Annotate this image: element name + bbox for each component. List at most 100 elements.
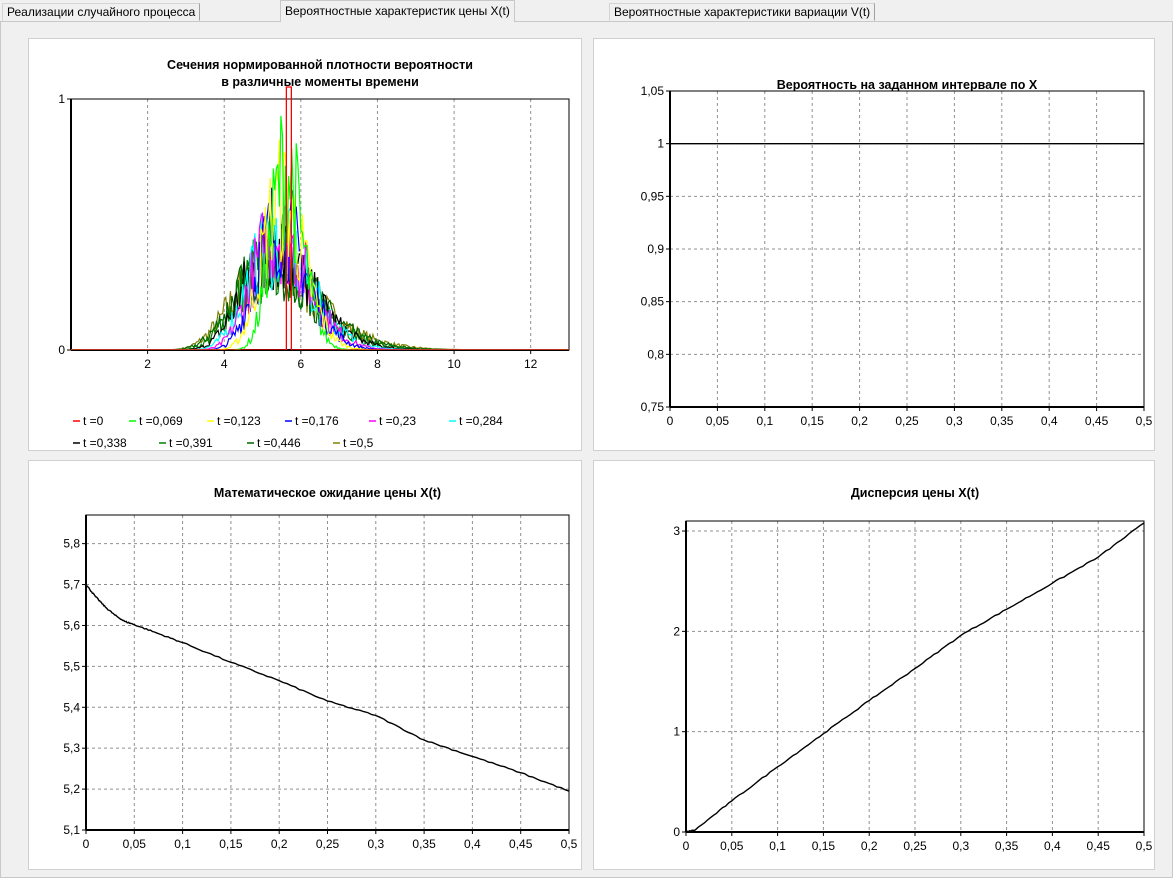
chart-title: в различные моменты времени [221,75,419,89]
x-tick-label: 0,15 [812,839,836,853]
chart-3-axes: 0 0,05 0,1 0,15 0,2 0,25 0,3 0,35 0,4 0,45 0,5 0 1 2 3 [673,520,1153,853]
x-tick-label: 10 [447,357,461,371]
x-tick-label: 0,4 [1041,414,1058,428]
legend-label: t =0,338 [83,436,127,450]
chart-0-axes: 2 4 6 8 10 12 0 1 [58,92,570,371]
density-sections-chart-panel: 2 4 6 8 10 12 0 1 Сечения нормированной плотност… [28,38,582,451]
legend-label: t =0,391 [169,436,213,450]
tab-realizations[interactable]: Реализации случайного процесса [2,3,201,21]
x-tick-label: 12 [524,357,538,371]
legend-label: t =0,176 [295,414,339,428]
legend-label: t =0,284 [459,414,503,428]
legend-label: t =0,069 [139,414,183,428]
expectation-chart-panel: 0 0,05 0,1 0,15 0,2 0,25 0,3 0,35 0,4 0,45 0,5 5,1 5… [28,460,582,870]
y-tick-label: 0 [58,343,65,357]
density-series-line [71,139,569,350]
y-tick-label: 5,2 [63,782,80,796]
chart-title: Сечения нормированной плотности вероятно… [167,58,473,72]
series-line [685,522,1145,833]
x-tick-label: 0,35 [995,839,1019,853]
y-tick-label: 0,9 [647,242,664,256]
tab-strip: Реализации случайного процесса Вероятнос… [0,0,1173,22]
y-tick-label: 1,05 [641,84,665,98]
y-tick-label: 5,4 [63,700,80,714]
chart-title: Вероятность на заданном интервале по X [777,78,1038,92]
x-tick-label: 0,25 [895,414,919,428]
x-tick-label: 0,45 [1087,839,1111,853]
x-tick-label: 4 [221,357,228,371]
variance-chart-panel: 0 0,05 0,1 0,15 0,2 0,25 0,3 0,35 0,4 0,45 0,5 0 1 2 3… [593,460,1155,870]
x-tick-label: 2 [144,357,151,371]
y-tick-label: 0,95 [641,189,665,203]
legend-label: t =0 [83,414,104,428]
x-tick-label: 0,05 [123,837,147,851]
x-tick-label: 0,25 [316,837,340,851]
x-tick-label: 0 [683,839,690,853]
legend-label: t =0,446 [257,436,301,450]
y-tick-label: 3 [673,524,680,538]
y-tick-label: 1 [673,725,680,739]
y-tick-label: 5,8 [63,537,80,551]
legend: t =0 t =0,069 t =0,123 t =0,176 t =0,23 t =0,… [73,414,503,450]
x-tick-label: 0,1 [756,414,773,428]
x-tick-label: 0,35 [412,837,436,851]
expectation-chart: 0 0,05 0,1 0,15 0,2 0,25 0,3 0,35 0,4 0,45 0,5 5,1 5… [63,486,578,851]
density-series-line [71,208,569,350]
legend-label: t =0,123 [217,414,261,428]
x-tick-label: 0,2 [271,837,288,851]
density-series-line [71,86,569,350]
x-tick-label: 8 [374,357,381,371]
x-tick-label: 0,2 [861,839,878,853]
density-series-group [71,86,569,350]
x-tick-label: 0,35 [990,414,1014,428]
interval-probability-chart-panel: 0 0,05 0,1 0,15 0,2 0,25 0,3 0,35 0,4 0,45 0,5 0,75… [593,38,1155,451]
y-tick-label: 5,6 [63,618,80,632]
density-series-line [71,115,569,350]
chart-title: Математическое ожидание цены X(t) [214,486,441,500]
x-tick-label: 0,45 [1085,414,1109,428]
x-tick-label: 0,3 [367,837,384,851]
chart-2-axes: 0 0,05 0,1 0,15 0,2 0,25 0,3 0,35 0,4 0,45 0,5 5,1 5… [63,514,578,851]
x-tick-label: 0,1 [769,839,786,853]
x-tick-label: 0,05 [720,839,744,853]
x-tick-label: 0,4 [1044,839,1061,853]
y-tick-label: 0,85 [641,295,665,309]
x-tick-label: 0 [667,414,674,428]
y-tick-label: 0 [673,825,680,839]
tab-price-characteristics[interactable]: Вероятностные характеристик цены X(t) [280,0,515,22]
x-tick-label: 0,1 [174,837,191,851]
y-tick-label: 5,5 [63,659,80,673]
chart-1-axes: 0 0,05 0,1 0,15 0,2 0,25 0,3 0,35 0,4 0,45 0,5 0,75… [641,84,1153,428]
y-tick-label: 1 [657,137,664,151]
y-tick-label: 5,1 [63,823,80,837]
x-tick-label: 0,05 [706,414,730,428]
x-tick-label: 0,5 [561,837,578,851]
tab-page-price-characteristics: 2 4 6 8 10 12 0 1 Сечения нормированной плотност… [0,21,1173,878]
x-tick-label: 0,3 [952,839,969,853]
x-tick-label: 0,4 [464,837,481,851]
x-tick-label: 6 [298,357,305,371]
density-sections-chart: 2 4 6 8 10 12 0 1 Сечения нормированной плотност… [58,58,570,450]
y-tick-label: 0,75 [641,400,665,414]
legend-label: t =0,5 [343,436,374,450]
y-tick-label: 0,8 [647,347,664,361]
y-tick-label: 5,3 [63,741,80,755]
x-tick-label: 0,45 [509,837,533,851]
x-tick-label: 0,5 [1136,414,1153,428]
x-tick-label: 0,25 [903,839,927,853]
x-tick-label: 0 [83,837,90,851]
series-line [85,584,570,792]
y-tick-label: 5,7 [63,578,80,592]
y-tick-label: 1 [58,92,65,106]
x-tick-label: 0,5 [1136,839,1153,853]
variance-chart: 0 0,05 0,1 0,15 0,2 0,25 0,3 0,35 0,4 0,45 0,5 0 1 2 3… [673,486,1153,853]
y-tick-label: 2 [673,624,680,638]
interval-probability-chart: 0 0,05 0,1 0,15 0,2 0,25 0,3 0,35 0,4 0,45 0,5 0,75… [641,78,1153,428]
x-tick-label: 0,3 [946,414,963,428]
tab-variation-characteristics[interactable]: Вероятностные характеристики вариации V(… [609,3,876,21]
x-tick-label: 0,2 [851,414,868,428]
legend-label: t =0,23 [379,414,416,428]
x-tick-label: 0,15 [801,414,825,428]
density-series-line [71,204,569,350]
x-tick-label: 0,15 [219,837,243,851]
